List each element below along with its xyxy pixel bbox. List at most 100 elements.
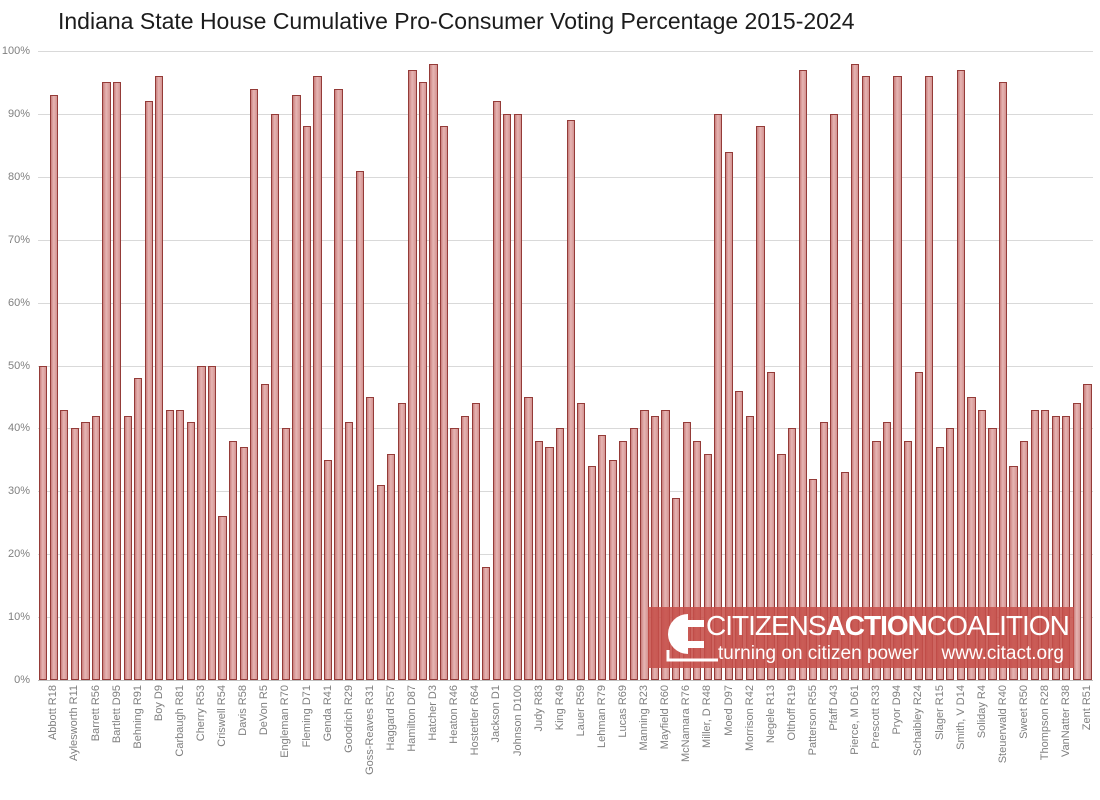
bar-slot-25 xyxy=(291,51,302,680)
bar-slot-16 xyxy=(196,51,207,680)
bar-slot-6 xyxy=(91,51,102,680)
bar-slot-52 xyxy=(576,51,587,680)
x-label-Boy D9: Boy D9 xyxy=(152,685,165,722)
x-label-DeVon R5: DeVon R5 xyxy=(258,685,271,736)
bar-43 xyxy=(482,566,491,680)
bar-slot-22 xyxy=(259,51,270,680)
bar-35 xyxy=(397,403,406,680)
bar-7 xyxy=(102,82,111,680)
x-label-Soliday R4: Soliday R4 xyxy=(975,685,988,739)
bar-Lucas R69 xyxy=(619,440,628,680)
bar-63 xyxy=(693,440,702,680)
y-tick-60%: 60% xyxy=(7,296,30,309)
plot-area xyxy=(38,51,1093,681)
bar-Smith, V D14 xyxy=(956,69,965,680)
bar-slot-21 xyxy=(249,51,260,680)
bar-slot-58 xyxy=(639,51,650,680)
bar-slot-88 xyxy=(956,51,967,680)
x-label-Cherry R53: Cherry R53 xyxy=(195,685,208,742)
bar-slot-55 xyxy=(608,51,619,680)
x-label-Johnson D100: Johnson D100 xyxy=(511,685,524,756)
bar-51 xyxy=(566,120,575,680)
x-label-Negele R13: Negele R13 xyxy=(764,685,777,744)
bar-Judy R83 xyxy=(534,440,544,680)
bar-97 xyxy=(1051,415,1060,680)
bar-57 xyxy=(629,428,638,680)
bar-Fleming D71 xyxy=(302,126,312,680)
bar-Criswell R54 xyxy=(218,516,227,680)
bar-slot-92 xyxy=(998,51,1009,680)
bar-slot-72 xyxy=(787,51,798,680)
bar-Schaibley R24 xyxy=(914,371,923,680)
bar-slot-66 xyxy=(724,51,735,680)
x-label-Barrett R56: Barrett R56 xyxy=(89,685,102,742)
bar-1 xyxy=(39,365,48,680)
bar-67 xyxy=(735,390,744,680)
bar-slot-79 xyxy=(861,51,872,680)
bar-Soliday R4 xyxy=(977,409,987,680)
bar-Pierce, M D61 xyxy=(851,63,860,680)
gridline-30 xyxy=(38,491,1093,493)
bar-49 xyxy=(545,447,554,680)
bar-slot-23 xyxy=(270,51,281,680)
bar-33 xyxy=(376,485,385,680)
bar-Cherry R53 xyxy=(197,365,206,680)
logo-url: www.citact.org xyxy=(941,643,1064,664)
electric-plug-icon xyxy=(666,614,718,662)
bar-Boy D9 xyxy=(155,76,164,680)
bar-13 xyxy=(165,409,174,680)
bar-17 xyxy=(207,365,217,680)
bar-53 xyxy=(587,466,596,680)
x-label-Thompson R28: Thompson R28 xyxy=(1039,685,1052,761)
bar-slot-46 xyxy=(513,51,524,680)
gridline-10 xyxy=(38,617,1093,619)
bar-Carbaugh R81 xyxy=(176,409,185,680)
y-tick-20%: 20% xyxy=(7,548,30,561)
bar-slot-76 xyxy=(829,51,840,680)
bar-41 xyxy=(461,415,470,680)
bar-slot-44 xyxy=(492,51,503,680)
x-label-Engleman R70: Engleman R70 xyxy=(279,685,292,758)
x-label-Davis R58: Davis R58 xyxy=(237,685,250,736)
bar-Thompson R28 xyxy=(1041,409,1050,680)
bar-29 xyxy=(334,88,343,680)
bar-Negele R13 xyxy=(766,371,776,680)
bar-slot-43 xyxy=(481,51,492,680)
logo-wordmark: CITIZENSACTIONCOALITION xyxy=(706,610,1070,642)
bar-Hatcher D3 xyxy=(429,63,438,680)
bar-slot-31 xyxy=(354,51,365,680)
bar-slot-45 xyxy=(502,51,513,680)
bar-slot-30 xyxy=(344,51,355,680)
bar-slot-35 xyxy=(397,51,408,680)
bar-73 xyxy=(798,69,807,680)
x-label-Zent R51: Zent R51 xyxy=(1081,685,1094,731)
x-label-Goodrich R29: Goodrich R29 xyxy=(342,685,355,753)
bar-Morrison R42 xyxy=(745,415,755,680)
bar-Slager R15 xyxy=(935,447,944,680)
bar-Behning R91 xyxy=(134,378,143,680)
bar-slot-82 xyxy=(892,51,903,680)
bar-slot-39 xyxy=(439,51,450,680)
bar-Goodrich R29 xyxy=(345,422,354,680)
bar-slot-13 xyxy=(165,51,176,680)
x-label-Schaibley R24: Schaibley R24 xyxy=(912,685,925,756)
bar-Hostettler R64 xyxy=(471,403,480,680)
bar-slot-5 xyxy=(80,51,91,680)
x-label-Jackson D1: Jackson D1 xyxy=(490,685,503,743)
bar-slot-93 xyxy=(1008,51,1019,680)
bar-slot-42 xyxy=(470,51,481,680)
x-label-Judy R83: Judy R83 xyxy=(532,685,545,732)
x-label-VanNatter R38: VanNatter R38 xyxy=(1060,685,1073,757)
bar-87 xyxy=(946,428,955,680)
bar-Barrett R56 xyxy=(91,415,101,680)
x-label-Bartlett D95: Bartlett D95 xyxy=(110,685,123,744)
bar-5 xyxy=(81,422,90,680)
y-tick-90%: 90% xyxy=(7,107,30,120)
bar-39 xyxy=(439,126,449,680)
gridline-100 xyxy=(38,51,1093,52)
bar-VanNatter R38 xyxy=(1062,415,1071,680)
bar-slot-74 xyxy=(808,51,819,680)
bar-slot-95 xyxy=(1029,51,1040,680)
x-label-Lucas R69: Lucas R69 xyxy=(617,685,630,738)
